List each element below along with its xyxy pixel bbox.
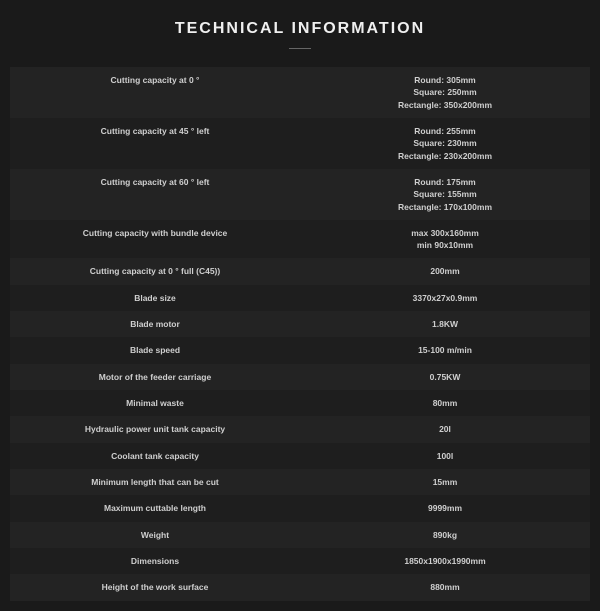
spec-value: 80mm (300, 390, 590, 416)
spec-value: 200mm (300, 258, 590, 284)
spec-label: Cutting capacity with bundle device (10, 220, 300, 259)
table-row: Maximum cuttable length9999mm (10, 495, 590, 521)
table-row: Cutting capacity at 45 ° leftRound: 255m… (10, 118, 590, 169)
table-row: Cutting capacity at 0 °Round: 305mmSquar… (10, 67, 590, 118)
spec-value: 15-100 m/min (300, 337, 590, 363)
table-row: Blade size3370x27x0.9mm (10, 285, 590, 311)
spec-label: Maximum cuttable length (10, 495, 300, 521)
table-row: Dimensions1850x1900x1990mm (10, 548, 590, 574)
spec-label: Cutting capacity at 0 ° full (C45)) (10, 258, 300, 284)
table-row: Hydraulic power unit tank capacity20l (10, 416, 590, 442)
table-row: Blade speed15-100 m/min (10, 337, 590, 363)
table-row: Cutting capacity at 0 ° full (C45))200mm (10, 258, 590, 284)
spec-value: Round: 255mmSquare: 230mmRectangle: 230x… (300, 118, 590, 169)
spec-value: 15mm (300, 469, 590, 495)
title-divider (289, 48, 311, 49)
spec-value: 890kg (300, 522, 590, 548)
table-row: Cutting capacity at 60 ° leftRound: 175m… (10, 169, 590, 220)
spec-label: Weight (10, 522, 300, 548)
spec-label: Cutting capacity at 60 ° left (10, 169, 300, 220)
spec-label: Cutting capacity at 0 ° (10, 67, 300, 118)
table-row: Blade motor1.8KW (10, 311, 590, 337)
spec-value: Round: 305mmSquare: 250mmRectangle: 350x… (300, 67, 590, 118)
page-title: TECHNICAL INFORMATION (10, 20, 590, 38)
spec-label: Dimensions (10, 548, 300, 574)
table-row: Minimum length that can be cut15mm (10, 469, 590, 495)
spec-label: Minimal waste (10, 390, 300, 416)
table-row: Minimal waste80mm (10, 390, 590, 416)
spec-value: 1850x1900x1990mm (300, 548, 590, 574)
table-row: Cutting capacity with bundle devicemax 3… (10, 220, 590, 259)
spec-label: Minimum length that can be cut (10, 469, 300, 495)
spec-value: max 300x160mmmin 90x10mm (300, 220, 590, 259)
spec-value: 9999mm (300, 495, 590, 521)
spec-value: 0.75KW (300, 364, 590, 390)
spec-label: Cutting capacity at 45 ° left (10, 118, 300, 169)
spec-value: Round: 175mmSquare: 155mmRectangle: 170x… (300, 169, 590, 220)
spec-table: Cutting capacity at 0 °Round: 305mmSquar… (10, 67, 590, 601)
spec-label: Coolant tank capacity (10, 443, 300, 469)
spec-label: Blade motor (10, 311, 300, 337)
spec-label: Blade size (10, 285, 300, 311)
spec-value: 3370x27x0.9mm (300, 285, 590, 311)
spec-value: 20l (300, 416, 590, 442)
table-row: Motor of the feeder carriage0.75KW (10, 364, 590, 390)
spec-label: Motor of the feeder carriage (10, 364, 300, 390)
spec-label: Height of the work surface (10, 574, 300, 600)
spec-value: 880mm (300, 574, 590, 600)
spec-label: Hydraulic power unit tank capacity (10, 416, 300, 442)
spec-label: Blade speed (10, 337, 300, 363)
spec-value: 1.8KW (300, 311, 590, 337)
table-row: Height of the work surface880mm (10, 574, 590, 600)
table-row: Weight890kg (10, 522, 590, 548)
table-row: Coolant tank capacity100l (10, 443, 590, 469)
spec-value: 100l (300, 443, 590, 469)
